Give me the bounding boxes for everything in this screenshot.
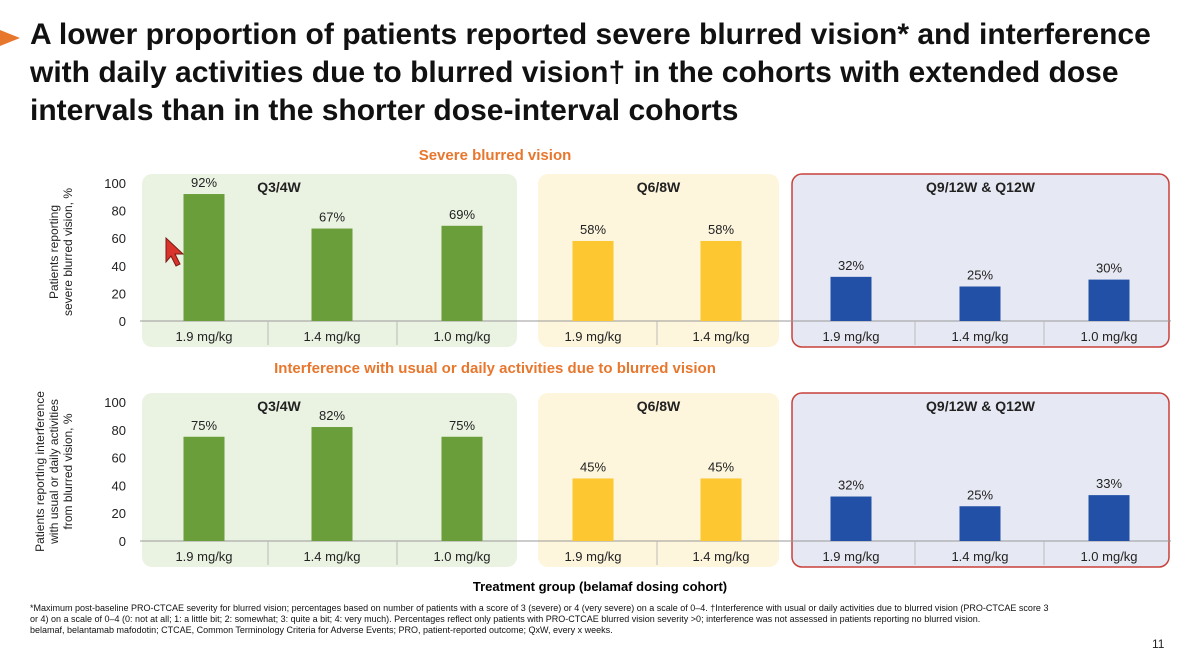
y-tick-label: 80	[112, 204, 126, 219]
y-tick-label: 0	[119, 314, 126, 329]
charts: Severe blurred vision 0 20 40 60 80 100 Patient…	[33, 147, 1171, 568]
chart-2: Interference with usual or daily activit…	[33, 360, 1171, 568]
bar	[441, 225, 483, 321]
title-arrow-icon	[0, 30, 20, 46]
x-tick-label: 1.0 mg/kg	[433, 329, 490, 344]
data-label: 32%	[838, 478, 864, 493]
bar	[1088, 495, 1130, 541]
x-tick-label: 1.4 mg/kg	[303, 329, 360, 344]
chart-title: Severe blurred vision	[419, 147, 572, 164]
y-tick-label: 0	[119, 534, 126, 549]
y-tick-label: 100	[104, 176, 126, 191]
y-axis-label-line: from blurred vision, %	[61, 413, 75, 529]
data-label: 30%	[1096, 261, 1122, 276]
y-tick-label: 80	[112, 423, 126, 438]
x-tick-label: 1.9 mg/kg	[822, 329, 879, 344]
x-tick-label: 1.9 mg/kg	[564, 549, 621, 564]
chart-title: Interference with usual or daily activit…	[274, 360, 716, 377]
x-axis-title: Treatment group (belamaf dosing cohort)	[472, 579, 728, 594]
data-label: 45%	[708, 459, 734, 474]
cursor-icon	[165, 236, 185, 267]
group-header: Q6/8W	[637, 179, 681, 195]
group-header: Q3/4W	[257, 179, 301, 195]
y-tick-label: 60	[112, 451, 126, 466]
panel-q9-12w-q12w	[791, 173, 1170, 348]
group-header: Q3/4W	[257, 398, 301, 414]
data-label: 32%	[838, 258, 864, 273]
panel-q9-12w-q12w	[791, 392, 1170, 568]
group-header: Q6/8W	[637, 398, 681, 414]
y-axis-label-line: with usual or daily activities	[47, 399, 61, 545]
bar	[311, 228, 353, 321]
data-label: 25%	[967, 487, 993, 502]
data-label: 58%	[708, 222, 734, 237]
x-tick-label: 1.4 mg/kg	[692, 329, 749, 344]
x-tick-label: 1.0 mg/kg	[1080, 549, 1137, 564]
bar	[830, 276, 872, 321]
data-label: 58%	[580, 222, 606, 237]
slide-title: A lower proportion of patients reported …	[30, 18, 1151, 127]
data-label: 33%	[1096, 476, 1122, 491]
data-label: 67%	[319, 210, 345, 225]
bar	[572, 240, 614, 321]
y-axis-label: Patients reporting interferencewith usua…	[33, 391, 75, 552]
bar	[441, 436, 483, 541]
y-axis-label-line: Patients reporting interference	[33, 391, 47, 552]
x-tick-label: 1.4 mg/kg	[692, 549, 749, 564]
x-tick-label: 1.4 mg/kg	[951, 329, 1008, 344]
x-tick-label: 1.9 mg/kg	[822, 549, 879, 564]
y-tick-label: 20	[112, 286, 126, 301]
data-label: 92%	[191, 175, 217, 190]
page-number: 11	[1152, 637, 1165, 651]
x-tick-label: 1.4 mg/kg	[303, 549, 360, 564]
bar	[959, 506, 1001, 541]
bar	[311, 427, 353, 541]
data-label: 75%	[449, 418, 475, 433]
y-tick-label: 60	[112, 231, 126, 246]
data-label: 25%	[967, 268, 993, 283]
y-tick-label: 40	[112, 478, 126, 493]
y-axis-label: Patients reportingsevere blurred vision,…	[47, 188, 75, 316]
data-label: 69%	[449, 207, 475, 222]
y-tick-label: 100	[104, 395, 126, 410]
x-tick-label: 1.0 mg/kg	[433, 549, 490, 564]
bar	[959, 286, 1001, 321]
footnote-1: *Maximum post-baseline PRO-CTCAE severit…	[30, 603, 1049, 624]
x-tick-label: 1.9 mg/kg	[175, 549, 232, 564]
y-axis-label-line: Patients reporting	[47, 205, 61, 299]
x-tick-label: 1.9 mg/kg	[564, 329, 621, 344]
group-header: Q9/12W & Q12W	[926, 179, 1036, 195]
chart-1: Severe blurred vision 0 20 40 60 80 100 Patient…	[47, 147, 1171, 348]
bar	[572, 478, 614, 541]
data-label: 45%	[580, 459, 606, 474]
y-tick-label: 40	[112, 259, 126, 274]
x-tick-label: 1.0 mg/kg	[1080, 329, 1137, 344]
x-tick-label: 1.4 mg/kg	[951, 549, 1008, 564]
y-tick-label: 20	[112, 506, 126, 521]
y-axis-label-line: severe blurred vision, %	[61, 188, 75, 316]
footnotes: *Maximum post-baseline PRO-CTCAE severit…	[30, 603, 1050, 636]
data-label: 75%	[191, 418, 217, 433]
footnote-2: belamaf, belantamab mafodotin; CTCAE, Co…	[30, 625, 613, 635]
bar	[700, 478, 742, 541]
bar	[183, 194, 225, 321]
data-label: 82%	[319, 408, 345, 423]
bar	[830, 496, 872, 541]
bar	[700, 240, 742, 321]
group-header: Q9/12W & Q12W	[926, 398, 1036, 414]
x-tick-label: 1.9 mg/kg	[175, 329, 232, 344]
bar	[1088, 279, 1130, 321]
bar	[183, 436, 225, 541]
